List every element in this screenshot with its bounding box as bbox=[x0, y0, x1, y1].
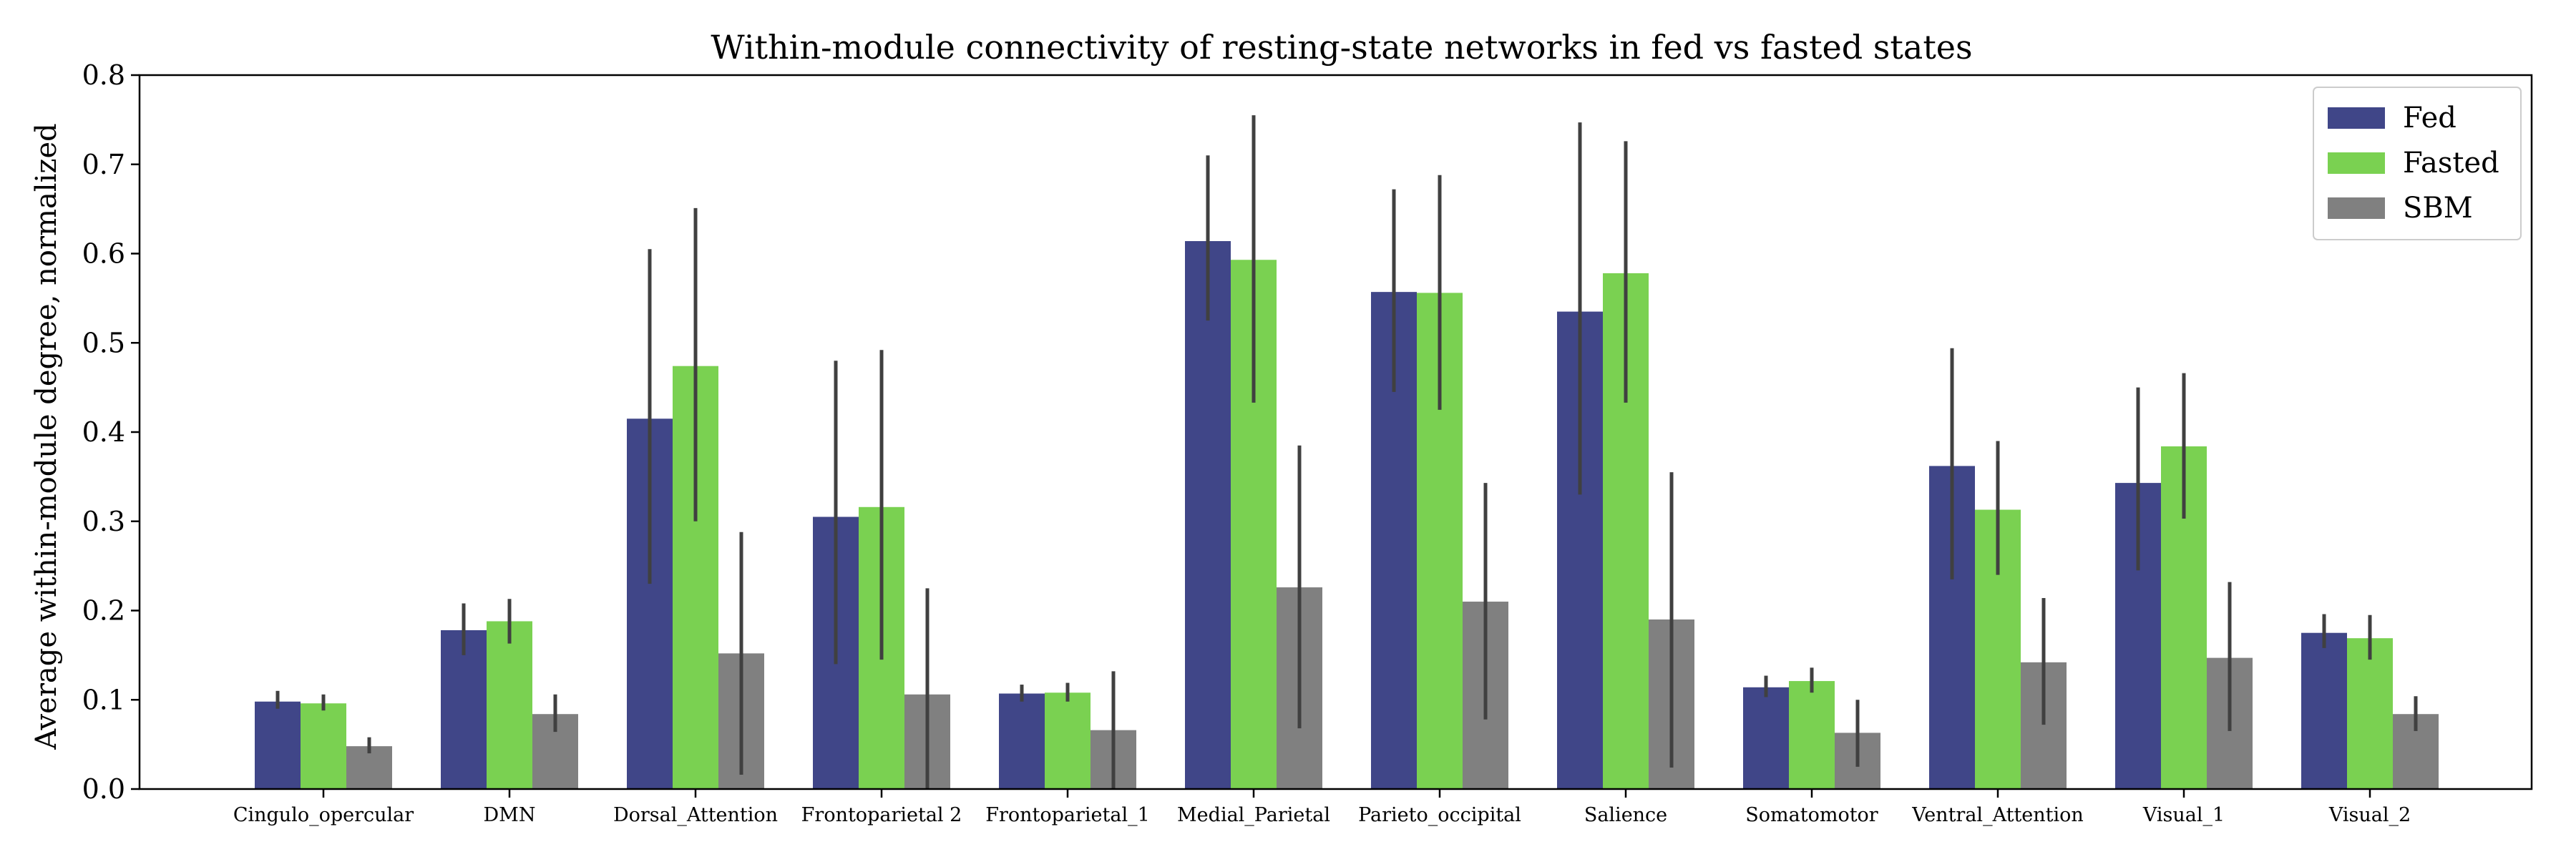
legend-label: Fasted bbox=[2403, 147, 2499, 180]
bar bbox=[441, 630, 487, 789]
bar bbox=[1789, 681, 1835, 789]
bar bbox=[1045, 692, 1091, 789]
x-tick-label: Frontoparietal_1 bbox=[985, 804, 1150, 826]
x-tick-label: Frontoparietal 2 bbox=[801, 804, 962, 826]
bar bbox=[1185, 241, 1231, 789]
legend: Fed Fasted SBM bbox=[2313, 87, 2522, 240]
y-tick-label: 0.3 bbox=[82, 506, 125, 537]
x-tick-label: Somatomotor bbox=[1745, 804, 1878, 826]
x-tick-label: Medial_Parietal bbox=[1177, 804, 1330, 826]
y-tick-label: 0.8 bbox=[82, 59, 125, 91]
bar bbox=[2301, 632, 2347, 789]
y-tick-label: 0.5 bbox=[82, 327, 125, 358]
series-sbm bbox=[346, 445, 2439, 789]
bar bbox=[2347, 638, 2393, 789]
legend-label: SBM bbox=[2403, 192, 2473, 225]
series-fed bbox=[255, 122, 2347, 790]
y-tick-label: 0.2 bbox=[82, 595, 125, 627]
bar bbox=[255, 701, 301, 789]
legend-swatch bbox=[2328, 197, 2385, 219]
x-tick-label: Visual_1 bbox=[2142, 804, 2225, 826]
x-tick-label: Ventral_Attention bbox=[1911, 804, 2084, 826]
y-axis-label: Average within-module degree, normalized bbox=[30, 123, 63, 750]
y-tick-label: 0.6 bbox=[82, 238, 125, 270]
y-tick-label: 0.0 bbox=[82, 773, 125, 805]
x-tick-label: Dorsal_Attention bbox=[613, 804, 778, 826]
y-tick-label: 0.7 bbox=[82, 149, 125, 180]
y-tick-label: 0.4 bbox=[82, 416, 125, 448]
bar bbox=[1743, 687, 1789, 789]
x-tick-label: Visual_2 bbox=[2328, 804, 2411, 826]
plot-area: 0.0 0.1 0.2 0.3 0.4 0.5 0.6 0.7 0.8 Cingulo_operc… bbox=[82, 59, 2533, 826]
x-tick-label: Parieto_occipital bbox=[1358, 804, 1521, 826]
bar bbox=[999, 693, 1045, 789]
legend-swatch bbox=[2328, 152, 2385, 174]
x-tick-label: Salience bbox=[1584, 804, 1667, 826]
x-tick-label: DMN bbox=[484, 804, 536, 826]
bar bbox=[487, 621, 532, 789]
y-tick-label: 0.1 bbox=[82, 684, 125, 715]
chart-title: Within-module connectivity of resting-st… bbox=[711, 28, 1972, 67]
x-tick-label: Cingulo_opercular bbox=[233, 804, 414, 826]
series-fasted bbox=[301, 115, 2393, 789]
bar bbox=[301, 703, 346, 789]
legend-label: Fed bbox=[2403, 102, 2457, 134]
legend-swatch bbox=[2328, 107, 2385, 129]
